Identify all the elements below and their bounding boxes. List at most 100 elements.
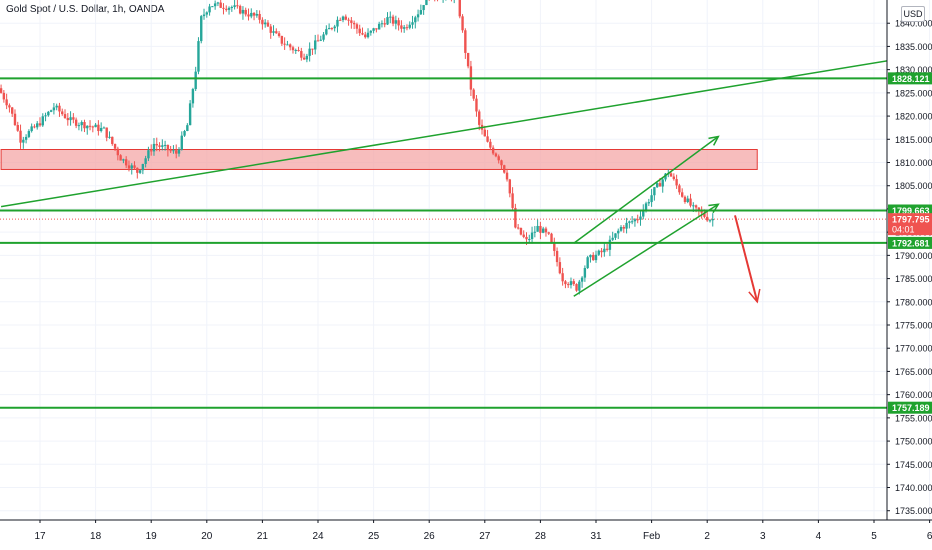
candle <box>528 234 531 244</box>
candle <box>547 231 550 236</box>
candle <box>555 247 559 267</box>
candle <box>277 31 281 38</box>
candle-body <box>208 6 211 13</box>
candle-body <box>233 5 236 8</box>
candle-body <box>578 281 581 291</box>
candle-body <box>155 143 158 146</box>
candle-body <box>347 19 350 21</box>
candle <box>150 144 153 156</box>
candle <box>664 172 667 182</box>
candle <box>411 15 414 29</box>
candle-body <box>138 170 142 173</box>
candle <box>530 226 534 244</box>
candle <box>47 110 50 117</box>
candle-body <box>647 202 651 204</box>
candle <box>580 276 584 288</box>
candle <box>533 226 537 238</box>
candle-body <box>675 179 678 186</box>
candle-body <box>377 23 381 30</box>
candle <box>11 106 14 117</box>
candle-body <box>680 192 684 197</box>
time-tick-label: 31 <box>590 531 602 542</box>
price-tick-label: 1780.000 <box>895 297 932 307</box>
candle-body <box>238 5 242 14</box>
candle-body <box>511 193 514 208</box>
candle-body <box>280 35 284 44</box>
candle <box>30 123 33 133</box>
candle <box>225 5 228 12</box>
price-tag-bg <box>888 236 932 249</box>
candle-body <box>36 123 39 128</box>
candle <box>355 22 359 34</box>
candle <box>442 0 444 3</box>
price-tick-label: 1820.000 <box>895 112 932 122</box>
candle-body <box>136 167 139 173</box>
currency-badge[interactable]: USD <box>901 6 925 22</box>
candle <box>280 35 284 46</box>
candle-body <box>355 24 359 29</box>
candle <box>19 124 22 149</box>
candle-body <box>397 20 400 26</box>
candle-body <box>636 219 639 221</box>
candle-body <box>600 250 603 253</box>
price-tick-label: 1840.000 <box>895 19 932 29</box>
candle <box>389 11 392 24</box>
candle-body <box>503 165 506 173</box>
candle <box>419 4 423 15</box>
candle-body <box>219 2 222 8</box>
candle-body <box>261 19 264 25</box>
candle-body <box>611 237 614 240</box>
time-tick-label: Feb <box>643 531 661 542</box>
candle <box>236 0 239 9</box>
time-tick-label: 17 <box>34 531 46 542</box>
price-tag-bg <box>888 401 932 414</box>
candle-body <box>91 126 95 128</box>
candle-body <box>391 16 395 24</box>
candle <box>13 109 17 127</box>
time-tick-label: 27 <box>479 531 491 542</box>
candle <box>166 144 170 157</box>
candle <box>108 131 111 139</box>
candle-body <box>244 9 247 15</box>
candle <box>227 6 231 15</box>
candle-body <box>108 136 111 138</box>
candle <box>333 24 336 32</box>
candle-body <box>630 221 634 223</box>
candle-body <box>158 145 161 147</box>
candle-body <box>327 28 331 30</box>
candle-body <box>202 14 206 17</box>
candle-body <box>497 156 500 161</box>
candle <box>539 221 542 240</box>
candle <box>437 0 439 2</box>
candle-body <box>697 207 701 212</box>
candle <box>450 0 452 2</box>
candle-body <box>49 110 53 112</box>
candle-body <box>52 107 56 111</box>
arrow-head <box>708 203 720 214</box>
candle <box>622 225 625 233</box>
candle <box>91 125 95 133</box>
time-tick-label: 6 <box>927 531 932 542</box>
candle-body <box>567 284 570 286</box>
candle <box>383 18 386 28</box>
candle <box>247 8 250 21</box>
candle-body <box>311 48 314 50</box>
candle-body <box>141 163 145 171</box>
candle-body <box>175 150 178 154</box>
time-axis: 1718192021242526272831Feb234567 <box>34 520 932 542</box>
candle-body <box>608 239 612 250</box>
candle <box>700 206 703 219</box>
candle <box>416 9 420 22</box>
candle <box>99 122 103 133</box>
candle <box>569 277 573 289</box>
time-tick-label: 5 <box>871 531 877 542</box>
candle-body <box>689 198 692 206</box>
candle-body <box>58 105 61 112</box>
candle-body <box>589 254 592 258</box>
candle <box>305 53 309 63</box>
price-tick-label: 1825.000 <box>895 88 932 98</box>
candle-body <box>530 232 534 240</box>
candle-body <box>547 232 550 234</box>
candle <box>238 4 242 15</box>
